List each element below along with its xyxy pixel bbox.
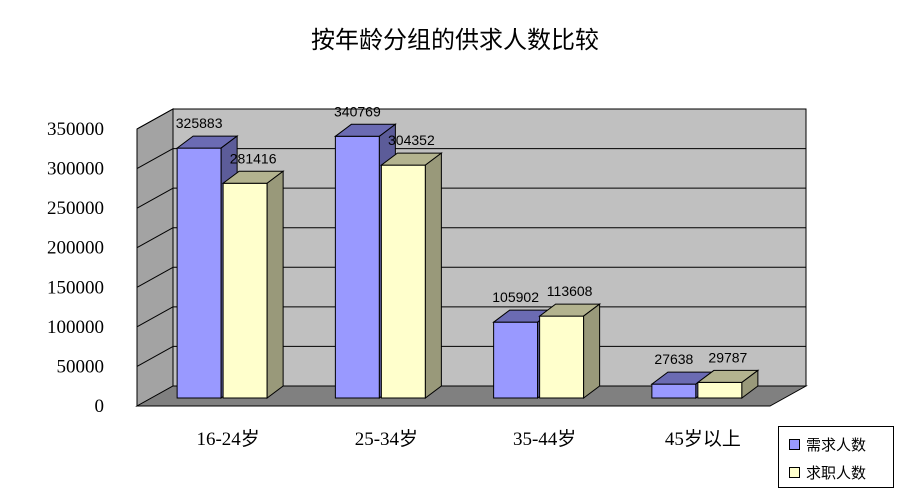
gridline-side bbox=[136, 306, 174, 328]
data-label: 325883 bbox=[176, 115, 223, 131]
legend-item-jobseekers: 求职人数 bbox=[789, 463, 867, 482]
bar-front bbox=[697, 381, 743, 399]
x-category-label: 45岁以上 bbox=[665, 428, 741, 450]
bar-front bbox=[176, 147, 222, 399]
y-tick-label: 350000 bbox=[47, 119, 104, 140]
chart-title: 按年龄分组的供求人数比较 bbox=[311, 26, 599, 54]
data-label: 105902 bbox=[492, 289, 539, 305]
data-label: 304352 bbox=[388, 132, 435, 148]
data-label: 27638 bbox=[654, 351, 693, 367]
bar-2-1 bbox=[538, 303, 602, 399]
bar-0-1 bbox=[221, 170, 285, 399]
bar-1-1 bbox=[379, 152, 443, 399]
data-label: 113608 bbox=[547, 283, 593, 299]
gridline-side bbox=[136, 345, 174, 367]
y-tick-label: 300000 bbox=[47, 159, 104, 180]
y-tick-label: 50000 bbox=[57, 356, 105, 377]
side-wall bbox=[136, 108, 174, 407]
bar-side bbox=[741, 369, 759, 399]
gridline-side bbox=[136, 227, 174, 249]
y-tick-label: 100000 bbox=[47, 317, 104, 338]
y-tick-label: 200000 bbox=[47, 238, 104, 259]
bar-side bbox=[583, 303, 601, 399]
legend: 需求人数 求职人数 bbox=[778, 426, 894, 488]
bar-front bbox=[539, 315, 585, 399]
x-category-label: 35-44岁 bbox=[513, 428, 576, 450]
x-category-label: 25-34岁 bbox=[355, 428, 418, 450]
y-tick-label: 0 bbox=[95, 396, 105, 417]
data-label: 29787 bbox=[708, 349, 747, 365]
bar-front bbox=[222, 182, 268, 399]
bar-front bbox=[334, 135, 380, 399]
x-category-label: 16-24岁 bbox=[196, 428, 259, 450]
data-label: 340769 bbox=[334, 103, 381, 119]
y-tick-label: 150000 bbox=[47, 277, 104, 298]
legend-label-demand: 需求人数 bbox=[806, 435, 867, 454]
y-tick-label: 250000 bbox=[47, 198, 104, 219]
bar-side bbox=[266, 170, 284, 399]
gridline-side bbox=[136, 266, 174, 288]
bar-front bbox=[651, 383, 697, 399]
gridline-side bbox=[136, 108, 174, 130]
bar-front bbox=[380, 164, 426, 399]
gridline-side bbox=[136, 187, 174, 209]
legend-swatch-demand bbox=[789, 438, 800, 450]
bar-front bbox=[493, 321, 539, 399]
legend-item-demand: 需求人数 bbox=[789, 435, 867, 454]
data-label: 281416 bbox=[230, 150, 277, 166]
floor bbox=[135, 385, 808, 407]
bar-3-1 bbox=[696, 369, 760, 399]
legend-label-jobseekers: 求职人数 bbox=[806, 463, 867, 482]
legend-swatch-jobseekers bbox=[789, 466, 800, 478]
gridline-side bbox=[136, 148, 174, 170]
bar-side bbox=[424, 152, 442, 399]
